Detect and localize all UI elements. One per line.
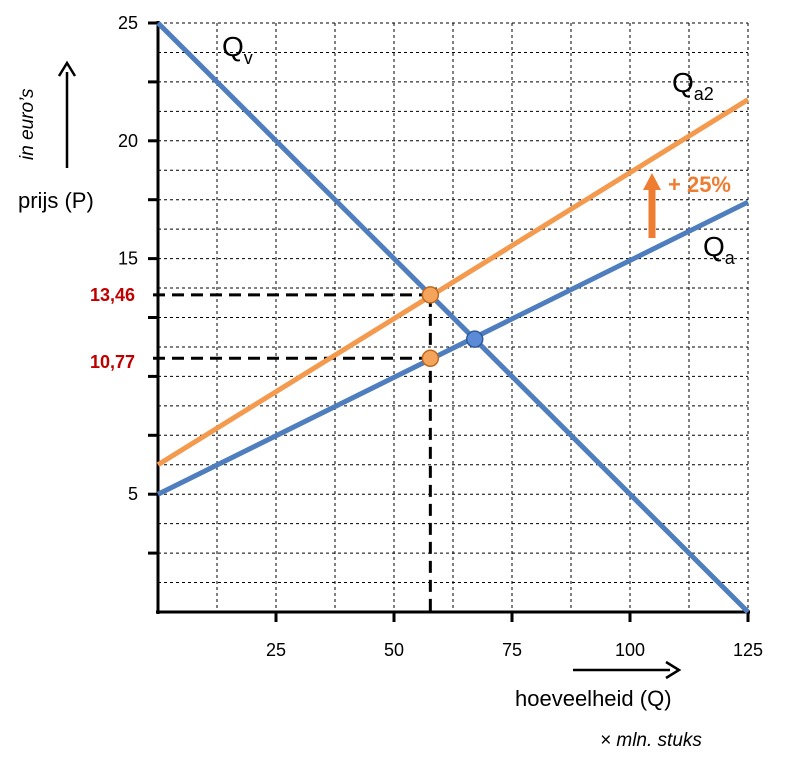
curve-label-Qv: Qv <box>222 31 253 68</box>
axes: 5 15 20 25 25 50 75 100 125 <box>57 13 763 680</box>
y-axis-label: prijs (P) <box>18 188 94 213</box>
curves <box>156 21 750 614</box>
y-arrow-head-icon <box>57 60 77 77</box>
y-tick-label: 20 <box>118 131 138 151</box>
curve-Qv <box>156 21 750 614</box>
x-unit-label: × mln. stuks <box>600 730 702 751</box>
price-label-high: 13,46 <box>90 285 135 305</box>
equilibrium-points <box>421 286 484 368</box>
x-tick-label: 125 <box>733 640 763 660</box>
x-arrow-head-icon <box>665 660 682 680</box>
curve-label-sub-Qv: v <box>244 48 253 68</box>
y-tick-label: 25 <box>118 13 138 33</box>
x-tick-label: 25 <box>266 640 286 660</box>
x-tick-label: 50 <box>384 640 404 660</box>
point-Qv∩Qa <box>465 330 484 348</box>
curve-label-Qa2: Qa2 <box>672 67 714 104</box>
shift-arrow-head-icon <box>643 173 661 190</box>
x-tick-label: 100 <box>615 640 645 660</box>
curve-label-Qa: Qa <box>703 231 736 268</box>
curve-Qa2 <box>156 97 750 467</box>
y-tick-label: 15 <box>118 249 138 269</box>
shift-label: + 25% <box>668 172 731 197</box>
x-tick-label: 75 <box>502 640 522 660</box>
curve-label-sub-Qa2: a2 <box>694 84 714 104</box>
point-Qa <box>421 349 440 368</box>
curve-Qa <box>156 199 750 497</box>
y-unit-label: in euro’s <box>17 88 38 160</box>
x-axis-label: hoeveelheid (Q) <box>515 686 672 711</box>
guide-lines <box>153 293 432 612</box>
y-tick-label: 5 <box>128 484 138 504</box>
labels: prijs (P) in euro’s hoeveelheid (Q) × ml… <box>17 31 736 751</box>
curve-label-sub-Qa: a <box>725 248 736 268</box>
point-Qv∩Qa2 <box>421 286 440 304</box>
price-label-low: 10,77 <box>90 352 135 372</box>
